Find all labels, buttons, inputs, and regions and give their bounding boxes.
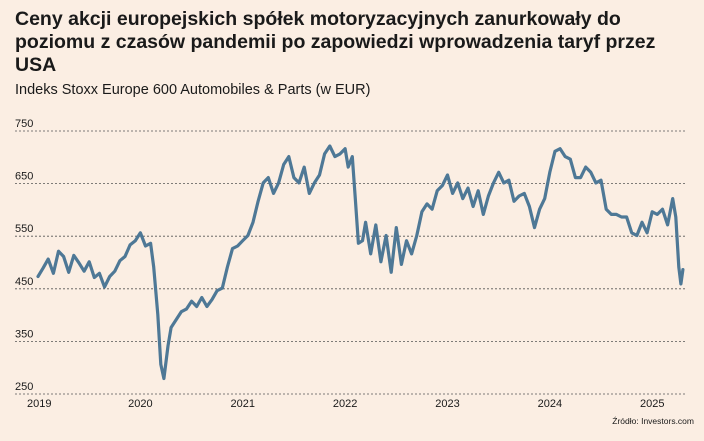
y-tick-label: 350 [15, 328, 33, 340]
x-tick-label: 2025 [640, 398, 664, 410]
x-tick-label: 2024 [538, 398, 562, 410]
chart-subtitle: Indeks Stoxx Europe 600 Automobiles & Pa… [15, 82, 371, 98]
x-tick-label: 2023 [435, 398, 459, 410]
x-tick-label: 2021 [230, 398, 254, 410]
x-axis-ticks: 2019 2020 2021 2022 2023 2024 2025 [27, 398, 664, 410]
chart-title: Ceny akcji europejskich spółek motoryzac… [15, 8, 656, 76]
series-layer [36, 144, 685, 381]
y-tick-label: 250 [15, 381, 33, 393]
x-tick-label: 2019 [27, 398, 51, 410]
x-tick-label: 2022 [333, 398, 357, 410]
series-line [36, 144, 685, 381]
y-axis-ticks: 250 350 450 550 650 750 [15, 118, 33, 393]
y-tick-label: 550 [15, 223, 33, 235]
y-tick-label: 650 [15, 171, 33, 183]
source-note: Źródło: Investors.com [612, 416, 694, 426]
y-tick-label: 450 [15, 276, 33, 288]
x-tick-label: 2020 [128, 398, 152, 410]
y-tick-label: 750 [15, 118, 33, 130]
